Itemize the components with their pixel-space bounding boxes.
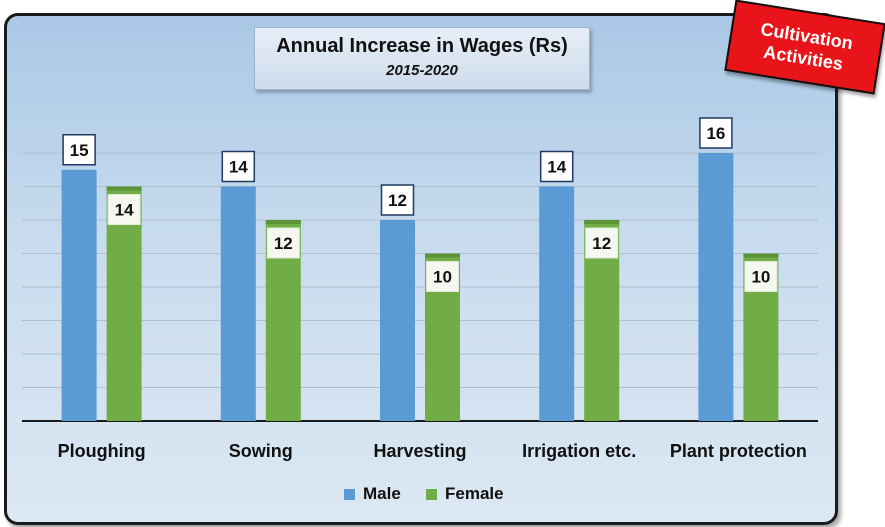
bar-female-cap [584, 220, 620, 224]
data-label-female: 14 [115, 201, 134, 220]
data-label-box-female [107, 194, 141, 225]
bar-female-cap [106, 186, 142, 191]
chart-title: Annual Increase in Wages (Rs) [276, 35, 568, 57]
legend: Male Female [336, 484, 536, 506]
data-label-male: 15 [70, 141, 89, 160]
data-label-box-male [221, 150, 256, 183]
legend-item-female: Female [426, 484, 504, 504]
bar-female [106, 186, 142, 421]
data-label-box-female [744, 261, 778, 292]
badge-text: Cultivation Activities [759, 18, 855, 75]
data-label-male: 14 [547, 158, 566, 177]
x-tick-label: Ploughing [58, 441, 146, 461]
bar-female-cap [425, 253, 460, 258]
title-box: Annual Increase in Wages (Rs) 2015-2020 [254, 27, 590, 90]
bar-female-cap [743, 253, 779, 258]
bar-male [220, 186, 256, 421]
data-label-box-female [426, 261, 459, 292]
x-tick-label: Sowing [229, 441, 293, 461]
data-label-box-male [699, 117, 733, 149]
bar-female-cap [265, 220, 301, 224]
legend-label-male: Male [363, 484, 401, 503]
bar-male [539, 186, 575, 421]
data-label-box-female [585, 227, 619, 259]
legend-swatch-male [344, 488, 355, 500]
bar-male [61, 169, 97, 421]
chart-subtitle: 2015-2020 [386, 62, 458, 79]
legend-swatch-female [426, 488, 437, 500]
data-label-box-male [539, 150, 574, 183]
data-label-box-female [266, 227, 300, 259]
data-label-box-male [380, 184, 415, 216]
data-label-female: 12 [592, 234, 611, 253]
data-label-male: 14 [229, 158, 248, 177]
bar-male [380, 220, 415, 421]
legend-item-male: Male [344, 484, 401, 504]
data-label-male: 16 [706, 124, 725, 143]
x-tick-label: Harvesting [373, 441, 466, 461]
data-label-box-male [62, 134, 96, 166]
x-tick-label: Irrigation etc. [522, 441, 636, 461]
data-label-female: 12 [274, 234, 293, 253]
data-label-female: 10 [751, 268, 770, 287]
x-tick-label: Plant protection [670, 441, 807, 461]
data-label-male: 12 [388, 191, 407, 210]
data-label-female: 10 [433, 268, 452, 287]
legend-label-female: Female [445, 484, 504, 503]
bar-male [698, 153, 734, 421]
